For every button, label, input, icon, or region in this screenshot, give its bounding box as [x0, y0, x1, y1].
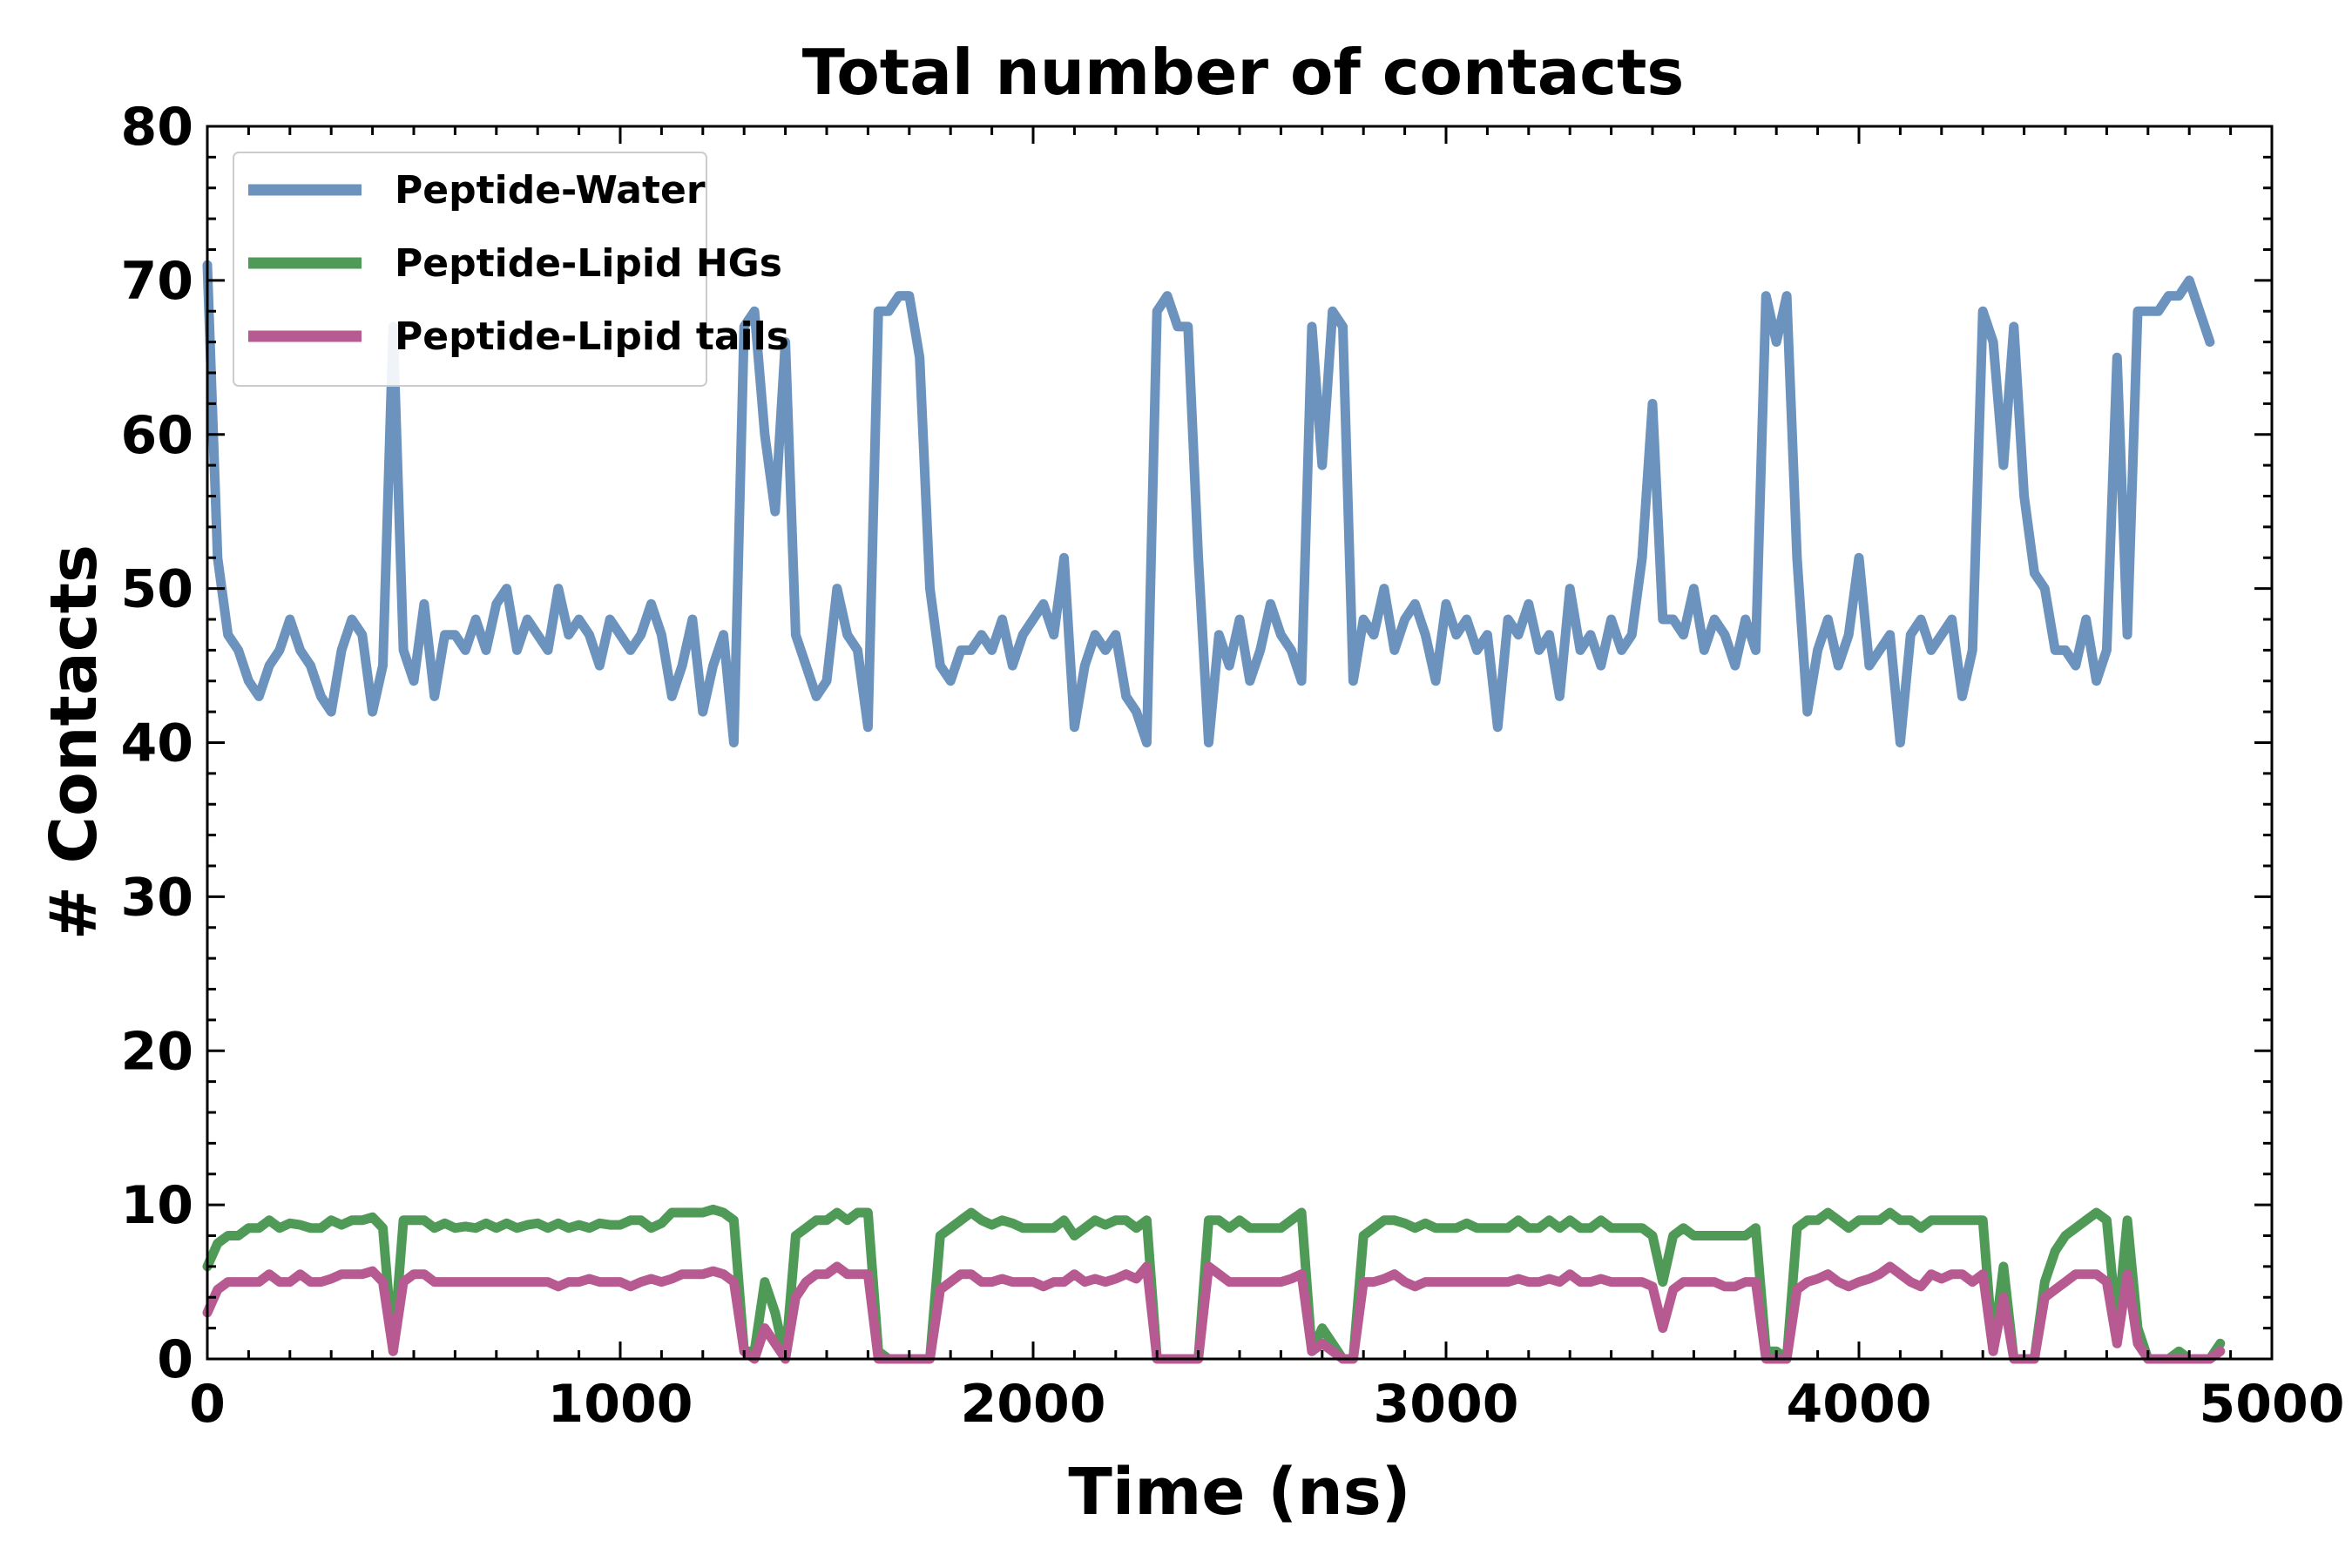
y-tick-label: 70 — [121, 251, 194, 312]
y-tick-label: 30 — [121, 867, 194, 928]
x-tick-label: 1000 — [548, 1374, 693, 1435]
legend-label-1: Peptide-Lipid HGs — [395, 241, 782, 286]
y-tick-label: 20 — [121, 1021, 194, 1082]
legend-label-0: Peptide-Water — [395, 168, 706, 213]
y-tick-label: 80 — [121, 97, 194, 158]
chart-title: Total number of contacts — [802, 36, 1684, 109]
y-axis-label: # Contacts — [37, 544, 112, 940]
series-group — [202, 260, 2226, 1364]
y-tick-label: 40 — [121, 713, 194, 774]
x-tick-label: 4000 — [1787, 1374, 1932, 1435]
x-axis-label: Time (ns) — [1068, 1455, 1410, 1530]
x-tick-label: 0 — [189, 1374, 226, 1435]
legend-box — [233, 152, 707, 387]
y-tick-label: 60 — [121, 405, 194, 466]
x-tick-label: 3000 — [1374, 1374, 1519, 1435]
x-tick-label: 2000 — [961, 1374, 1106, 1435]
series-line-2 — [202, 1261, 2226, 1364]
x-tick-label: 5000 — [2200, 1374, 2345, 1435]
legend: Peptide-Water Peptide-Lipid HGs Peptide-Li… — [233, 152, 789, 387]
series-line-1 — [202, 1204, 2226, 1364]
y-tick-label: 50 — [121, 559, 194, 620]
legend-label-2: Peptide-Lipid tails — [395, 314, 789, 359]
y-tick-label: 0 — [157, 1329, 193, 1390]
series-line-0 — [202, 260, 2215, 747]
ticks-group: 0 1000 2000 3000 4000 5000 0 10 20 30 40 50 60 70 80 — [121, 97, 2345, 1435]
y-tick-label: 10 — [121, 1175, 194, 1236]
legend-entries: Peptide-Water Peptide-Lipid HGs Peptide-Li… — [248, 168, 789, 359]
